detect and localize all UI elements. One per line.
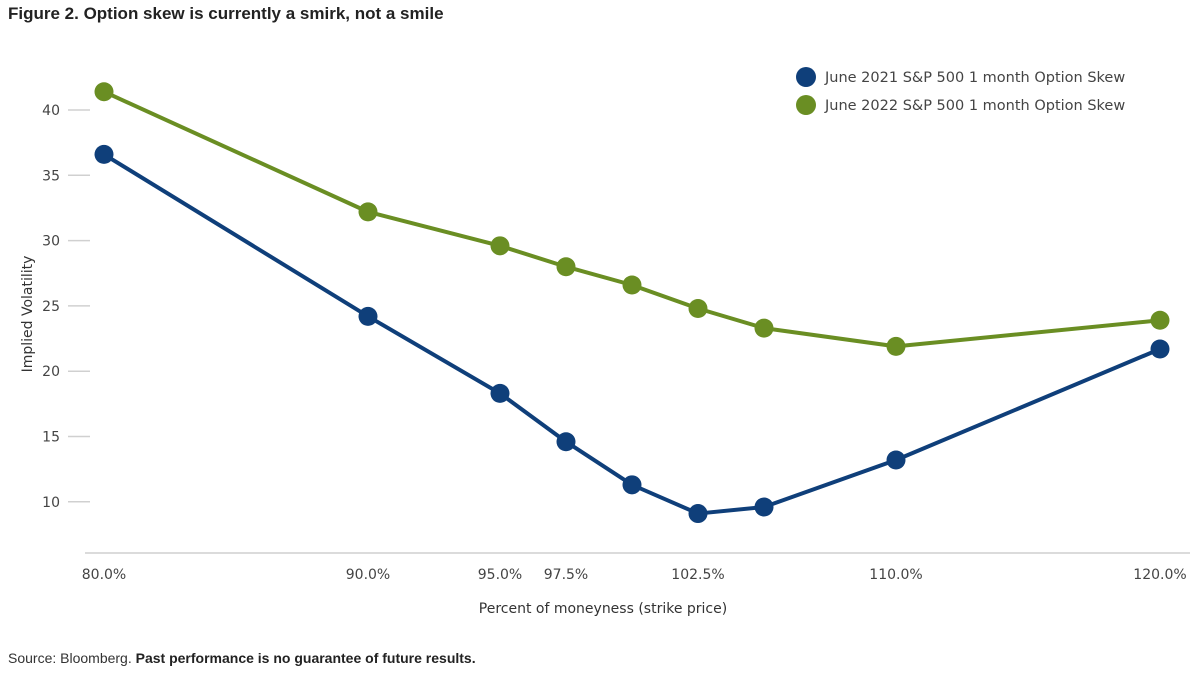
data-point	[688, 504, 708, 524]
data-point	[622, 475, 642, 495]
data-point	[1150, 310, 1170, 330]
legend-marker	[796, 67, 816, 87]
chart-title: Figure 2. Option skew is currently a smi…	[8, 4, 444, 23]
x-tick-label: 80.0%	[82, 567, 126, 583]
y-tick-label: 35	[42, 168, 60, 184]
x-tick-label: 90.0%	[346, 567, 390, 583]
legend-label: June 2021 S&P 500 1 month Option Skew	[824, 70, 1125, 86]
y-tick-label: 30	[42, 234, 60, 250]
data-point	[94, 82, 114, 102]
series-line-2	[103, 89, 1161, 349]
data-point	[358, 202, 378, 222]
data-point	[94, 144, 114, 164]
legend-marker	[796, 95, 816, 115]
disclaimer-text: Past performance is no guarantee of futu…	[135, 650, 476, 666]
data-point	[1150, 339, 1170, 359]
y-tick-label: 10	[42, 495, 60, 511]
data-point	[886, 450, 906, 470]
legend-label: June 2022 S&P 500 1 month Option Skew	[824, 98, 1125, 114]
source-note: Source: Bloomberg. Past performance is n…	[8, 650, 476, 666]
x-tick-label: 120.0%	[1133, 567, 1186, 583]
y-axis-label: Implied Volatility	[20, 256, 36, 373]
x-axis-label: Percent of moneyness (strike price)	[479, 601, 727, 617]
x-tick-label: 95.0%	[478, 567, 522, 583]
data-point	[556, 257, 576, 277]
data-point	[886, 336, 906, 356]
y-tick-label: 15	[42, 430, 60, 446]
data-point	[622, 275, 642, 295]
y-tick-label: 20	[42, 364, 60, 380]
legend: June 2021 S&P 500 1 month Option Skew Jun…	[796, 67, 1125, 115]
data-point	[358, 306, 378, 326]
source-text: Source: Bloomberg.	[8, 650, 132, 666]
y-tick-label: 25	[42, 299, 60, 315]
data-point	[688, 299, 708, 319]
data-point	[490, 236, 510, 256]
x-tick-label: 102.5%	[671, 567, 724, 583]
data-point	[490, 383, 510, 403]
x-tick-label: 110.0%	[869, 567, 922, 583]
data-point	[754, 497, 774, 517]
data-point	[556, 432, 576, 452]
y-tick-label: 40	[42, 103, 60, 119]
data-point	[754, 318, 774, 338]
x-tick-label: 97.5%	[544, 567, 588, 583]
